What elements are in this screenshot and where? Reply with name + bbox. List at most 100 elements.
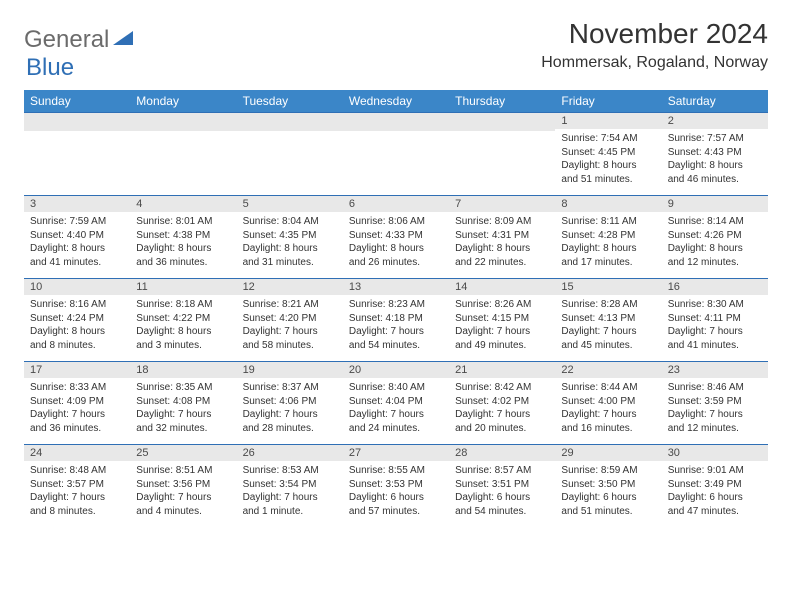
sunset-text: Sunset: 4:45 PM xyxy=(561,146,655,160)
daylight-text: Daylight: 7 hours and 8 minutes. xyxy=(30,491,124,518)
day-cell: 30Sunrise: 9:01 AMSunset: 3:49 PMDayligh… xyxy=(662,445,768,527)
day-body: Sunrise: 8:59 AMSunset: 3:50 PMDaylight:… xyxy=(555,461,661,522)
daylight-text: Daylight: 7 hours and 4 minutes. xyxy=(136,491,230,518)
daylight-text: Daylight: 8 hours and 12 minutes. xyxy=(668,242,762,269)
day-body: Sunrise: 8:48 AMSunset: 3:57 PMDaylight:… xyxy=(24,461,130,522)
day-body: Sunrise: 8:42 AMSunset: 4:02 PMDaylight:… xyxy=(449,378,555,439)
day-cell: 7Sunrise: 8:09 AMSunset: 4:31 PMDaylight… xyxy=(449,196,555,278)
day-number: 17 xyxy=(24,362,130,378)
sunset-text: Sunset: 4:24 PM xyxy=(30,312,124,326)
week-row: 10Sunrise: 8:16 AMSunset: 4:24 PMDayligh… xyxy=(24,278,768,361)
day-number: 4 xyxy=(130,196,236,212)
day-body: Sunrise: 9:01 AMSunset: 3:49 PMDaylight:… xyxy=(662,461,768,522)
day-body: Sunrise: 8:33 AMSunset: 4:09 PMDaylight:… xyxy=(24,378,130,439)
day-number: 24 xyxy=(24,445,130,461)
day-header-tuesday: Tuesday xyxy=(237,90,343,112)
day-cell: 29Sunrise: 8:59 AMSunset: 3:50 PMDayligh… xyxy=(555,445,661,527)
day-number: 27 xyxy=(343,445,449,461)
daylight-text: Daylight: 8 hours and 46 minutes. xyxy=(668,159,762,186)
sunset-text: Sunset: 4:20 PM xyxy=(243,312,337,326)
day-body: Sunrise: 7:54 AMSunset: 4:45 PMDaylight:… xyxy=(555,129,661,190)
day-number-empty xyxy=(237,113,343,131)
daylight-text: Daylight: 7 hours and 41 minutes. xyxy=(668,325,762,352)
day-header-monday: Monday xyxy=(130,90,236,112)
day-number: 10 xyxy=(24,279,130,295)
daylight-text: Daylight: 7 hours and 45 minutes. xyxy=(561,325,655,352)
sunrise-text: Sunrise: 8:16 AM xyxy=(30,298,124,312)
day-body: Sunrise: 8:30 AMSunset: 4:11 PMDaylight:… xyxy=(662,295,768,356)
title-block: November 2024 Hommersak, Rogaland, Norwa… xyxy=(541,18,768,72)
day-body: Sunrise: 8:06 AMSunset: 4:33 PMDaylight:… xyxy=(343,212,449,273)
day-cell: 16Sunrise: 8:30 AMSunset: 4:11 PMDayligh… xyxy=(662,279,768,361)
sunrise-text: Sunrise: 8:53 AM xyxy=(243,464,337,478)
calendar-page: General November 2024 Hommersak, Rogalan… xyxy=(0,0,792,539)
sunset-text: Sunset: 4:02 PM xyxy=(455,395,549,409)
day-cell: 2Sunrise: 7:57 AMSunset: 4:43 PMDaylight… xyxy=(662,113,768,195)
day-cell: 14Sunrise: 8:26 AMSunset: 4:15 PMDayligh… xyxy=(449,279,555,361)
sunrise-text: Sunrise: 7:54 AM xyxy=(561,132,655,146)
day-cell: 20Sunrise: 8:40 AMSunset: 4:04 PMDayligh… xyxy=(343,362,449,444)
calendar-grid: Sunday Monday Tuesday Wednesday Thursday… xyxy=(24,90,768,527)
day-header-thursday: Thursday xyxy=(449,90,555,112)
sunset-text: Sunset: 4:22 PM xyxy=(136,312,230,326)
sunrise-text: Sunrise: 8:35 AM xyxy=(136,381,230,395)
day-cell: 19Sunrise: 8:37 AMSunset: 4:06 PMDayligh… xyxy=(237,362,343,444)
day-number: 6 xyxy=(343,196,449,212)
daylight-text: Daylight: 8 hours and 51 minutes. xyxy=(561,159,655,186)
day-body: Sunrise: 8:46 AMSunset: 3:59 PMDaylight:… xyxy=(662,378,768,439)
day-cell: 27Sunrise: 8:55 AMSunset: 3:53 PMDayligh… xyxy=(343,445,449,527)
sunrise-text: Sunrise: 8:14 AM xyxy=(668,215,762,229)
week-row: 17Sunrise: 8:33 AMSunset: 4:09 PMDayligh… xyxy=(24,361,768,444)
day-cell: 18Sunrise: 8:35 AMSunset: 4:08 PMDayligh… xyxy=(130,362,236,444)
daylight-text: Daylight: 7 hours and 28 minutes. xyxy=(243,408,337,435)
day-cell: 5Sunrise: 8:04 AMSunset: 4:35 PMDaylight… xyxy=(237,196,343,278)
day-number: 28 xyxy=(449,445,555,461)
daylight-text: Daylight: 7 hours and 54 minutes. xyxy=(349,325,443,352)
sunset-text: Sunset: 4:13 PM xyxy=(561,312,655,326)
sunset-text: Sunset: 4:33 PM xyxy=(349,229,443,243)
daylight-text: Daylight: 8 hours and 26 minutes. xyxy=(349,242,443,269)
day-cell: 15Sunrise: 8:28 AMSunset: 4:13 PMDayligh… xyxy=(555,279,661,361)
day-number-empty xyxy=(449,113,555,131)
day-number: 12 xyxy=(237,279,343,295)
sunrise-text: Sunrise: 8:04 AM xyxy=(243,215,337,229)
day-cell: 28Sunrise: 8:57 AMSunset: 3:51 PMDayligh… xyxy=(449,445,555,527)
sunset-text: Sunset: 4:43 PM xyxy=(668,146,762,160)
week-row: 3Sunrise: 7:59 AMSunset: 4:40 PMDaylight… xyxy=(24,195,768,278)
sunset-text: Sunset: 3:53 PM xyxy=(349,478,443,492)
day-body: Sunrise: 8:11 AMSunset: 4:28 PMDaylight:… xyxy=(555,212,661,273)
day-body: Sunrise: 8:01 AMSunset: 4:38 PMDaylight:… xyxy=(130,212,236,273)
location-text: Hommersak, Rogaland, Norway xyxy=(541,54,768,72)
sunrise-text: Sunrise: 8:23 AM xyxy=(349,298,443,312)
day-cell: 13Sunrise: 8:23 AMSunset: 4:18 PMDayligh… xyxy=(343,279,449,361)
sunrise-text: Sunrise: 8:09 AM xyxy=(455,215,549,229)
week-row: 24Sunrise: 8:48 AMSunset: 3:57 PMDayligh… xyxy=(24,444,768,527)
day-cell: 24Sunrise: 8:48 AMSunset: 3:57 PMDayligh… xyxy=(24,445,130,527)
day-body: Sunrise: 8:55 AMSunset: 3:53 PMDaylight:… xyxy=(343,461,449,522)
day-number: 26 xyxy=(237,445,343,461)
day-cell xyxy=(449,113,555,195)
day-number: 22 xyxy=(555,362,661,378)
day-body: Sunrise: 8:23 AMSunset: 4:18 PMDaylight:… xyxy=(343,295,449,356)
daylight-text: Daylight: 6 hours and 47 minutes. xyxy=(668,491,762,518)
daylight-text: Daylight: 6 hours and 51 minutes. xyxy=(561,491,655,518)
day-body: Sunrise: 8:53 AMSunset: 3:54 PMDaylight:… xyxy=(237,461,343,522)
sunset-text: Sunset: 3:51 PM xyxy=(455,478,549,492)
day-number: 2 xyxy=(662,113,768,129)
sunset-text: Sunset: 4:31 PM xyxy=(455,229,549,243)
day-number: 29 xyxy=(555,445,661,461)
day-cell: 25Sunrise: 8:51 AMSunset: 3:56 PMDayligh… xyxy=(130,445,236,527)
sunset-text: Sunset: 3:54 PM xyxy=(243,478,337,492)
day-body: Sunrise: 7:57 AMSunset: 4:43 PMDaylight:… xyxy=(662,129,768,190)
daylight-text: Daylight: 7 hours and 24 minutes. xyxy=(349,408,443,435)
day-cell: 10Sunrise: 8:16 AMSunset: 4:24 PMDayligh… xyxy=(24,279,130,361)
day-number: 9 xyxy=(662,196,768,212)
day-cell: 21Sunrise: 8:42 AMSunset: 4:02 PMDayligh… xyxy=(449,362,555,444)
sunrise-text: Sunrise: 8:59 AM xyxy=(561,464,655,478)
sunrise-text: Sunrise: 8:57 AM xyxy=(455,464,549,478)
day-body: Sunrise: 8:21 AMSunset: 4:20 PMDaylight:… xyxy=(237,295,343,356)
day-cell: 26Sunrise: 8:53 AMSunset: 3:54 PMDayligh… xyxy=(237,445,343,527)
logo: General xyxy=(24,18,135,54)
day-number: 5 xyxy=(237,196,343,212)
day-body: Sunrise: 8:16 AMSunset: 4:24 PMDaylight:… xyxy=(24,295,130,356)
